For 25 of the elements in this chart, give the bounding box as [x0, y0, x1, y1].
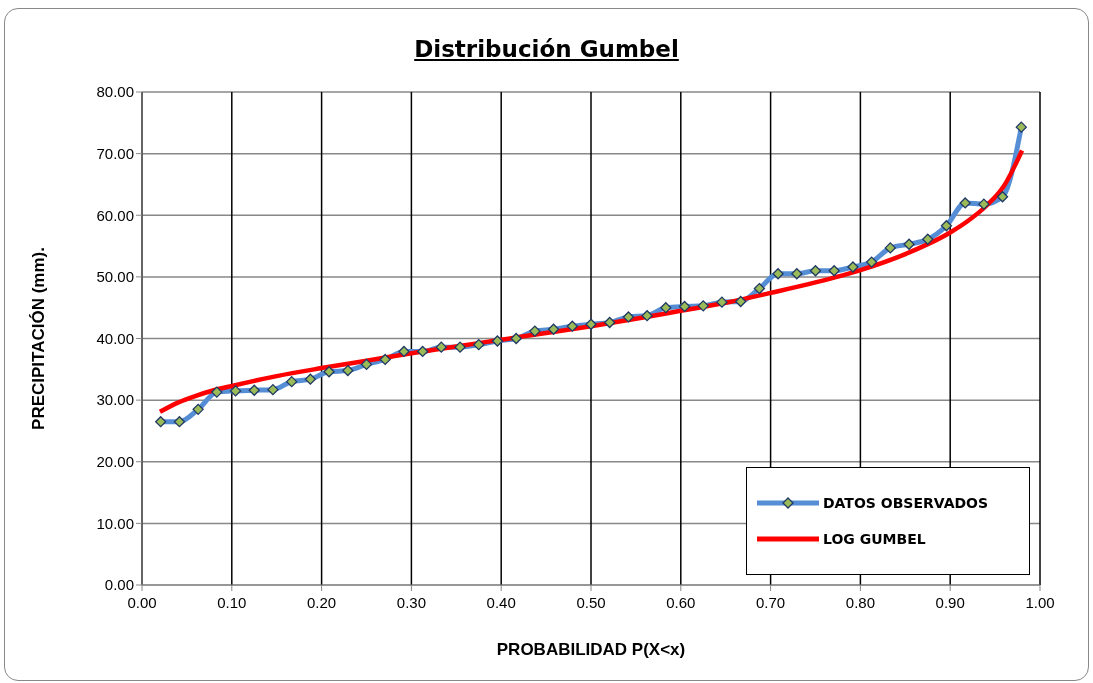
- chart-title: Distribución Gumbel: [413, 36, 680, 62]
- y-tick-label: 40.00: [96, 329, 134, 347]
- legend-label: LOG GUMBEL: [823, 531, 926, 547]
- x-tick-label: 0.90: [935, 593, 965, 611]
- x-tick-label: 0.40: [486, 593, 516, 611]
- x-tick-label: 0.10: [217, 593, 247, 611]
- y-axis-title: PRECIPITACIÓN (mm).: [29, 247, 49, 430]
- x-tick-label: 1.00: [1025, 593, 1055, 611]
- x-tick-label: 0.30: [396, 593, 426, 611]
- legend-label: DATOS OBSERVADOS: [823, 495, 989, 511]
- y-tick-label: 70.00: [96, 144, 134, 162]
- x-tick-label: 0.70: [756, 593, 786, 611]
- y-tick-label: 0.00: [104, 576, 134, 594]
- x-tick-label: 0.00: [127, 593, 157, 611]
- x-axis-title: PROBABILIDAD P(X<x): [496, 640, 686, 659]
- y-tick-label: 50.00: [96, 268, 134, 286]
- x-tick-label: 0.60: [666, 593, 696, 611]
- y-tick-label: 30.00: [96, 391, 134, 409]
- x-tick-label: 0.50: [576, 593, 606, 611]
- y-tick-label: 60.00: [96, 206, 134, 224]
- y-tick-label: 80.00: [96, 83, 134, 101]
- x-tick-label: 0.20: [307, 593, 337, 611]
- y-tick-label: 20.00: [96, 453, 134, 471]
- x-tick-label: 0.80: [845, 593, 875, 611]
- y-tick-label: 10.00: [96, 514, 134, 532]
